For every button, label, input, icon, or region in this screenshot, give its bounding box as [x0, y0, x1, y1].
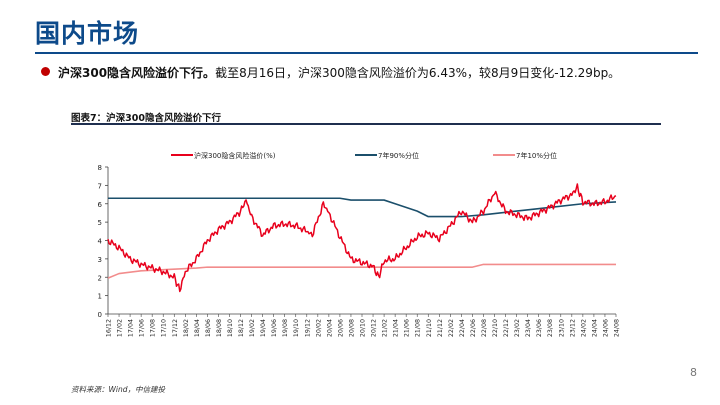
y-tick-label: 7	[98, 182, 102, 190]
summary-body-text: 截至8月16日，沪深300隐含风险溢价为6.43%，较8月9日变化-12.29b…	[215, 66, 621, 80]
series-line-10th-percentile	[107, 263, 616, 279]
x-tick-label: 22/12	[503, 319, 510, 337]
x-tick-label: 19/08	[282, 319, 289, 337]
x-tick-label: 17/12	[172, 319, 179, 337]
x-tick-label: 24/06	[602, 319, 609, 337]
y-tick-label: 3	[98, 256, 102, 264]
x-tick-label: 24/04	[591, 319, 598, 337]
legend-item-10th-percentile-label: 7年10%分位	[516, 151, 557, 160]
x-tick-label: 17/06	[139, 319, 146, 337]
x-tick-label: 17/10	[161, 319, 168, 337]
x-tick-label: 16/12	[106, 319, 113, 337]
x-tick-label: 22/08	[481, 319, 488, 337]
x-tick-label: 22/02	[448, 319, 455, 337]
page-number: 8	[690, 366, 697, 379]
x-tick-label: 18/08	[216, 319, 223, 337]
y-tick-label: 5	[98, 219, 102, 227]
x-tick-label: 21/02	[382, 319, 389, 337]
page-title: 国内市场	[35, 19, 140, 48]
source-note: 资料来源：Wind，中信建投	[71, 385, 166, 394]
x-tick-label: 21/08	[415, 319, 422, 337]
x-tick-label: 17/04	[128, 319, 135, 337]
figure-title-divider	[71, 123, 661, 125]
y-tick-label: 0	[98, 311, 102, 319]
x-tick-label: 19/04	[260, 319, 267, 337]
x-tick-label: 23/12	[569, 319, 576, 337]
y-tick-label: 6	[98, 201, 103, 209]
x-tick-label: 18/10	[227, 319, 234, 337]
x-tick-label: 21/10	[426, 319, 433, 337]
x-tick-label: 17/02	[117, 319, 124, 337]
x-tick-label: 19/12	[304, 319, 311, 337]
bullet-dot-icon	[41, 67, 50, 76]
x-tick-label: 24/02	[580, 319, 587, 337]
x-tick-label: 20/06	[337, 319, 344, 337]
x-tick-label: 23/08	[547, 319, 554, 337]
legend-item-risk-premium-label: 沪深300隐含风险溢价(%)	[194, 151, 276, 160]
x-tick-label: 20/04	[326, 319, 333, 337]
x-tick-label: 22/10	[492, 319, 499, 337]
x-tick-label: 21/12	[437, 319, 444, 337]
summary-bullet: 沪深300隐含风险溢价下行。截至8月16日，沪深300隐含风险溢价为6.43%，…	[41, 64, 704, 81]
y-tick-label: 8	[98, 164, 102, 172]
legend-item-90th-percentile-label: 7年90%分位	[378, 151, 419, 160]
x-tick-label: 23/06	[536, 319, 543, 337]
y-tick-label: 2	[98, 274, 102, 282]
x-tick-label: 20/08	[348, 319, 355, 337]
figure-title: 图表7：沪深300隐含风险溢价下行	[71, 113, 221, 124]
x-tick-label: 18/12	[238, 319, 245, 337]
series-line-risk-premium	[107, 183, 617, 293]
x-tick-label: 23/04	[525, 319, 532, 337]
x-tick-label: 21/06	[404, 319, 411, 337]
x-tick-label: 18/06	[205, 319, 212, 337]
x-tick-label: 23/10	[558, 319, 565, 337]
summary-bold-text: 沪深300隐含风险溢价下行。	[58, 66, 216, 80]
title-divider	[35, 52, 698, 54]
x-tick-label: 22/06	[470, 319, 477, 337]
x-tick-label: 22/04	[459, 319, 466, 337]
x-tick-label: 18/04	[194, 319, 201, 337]
x-tick-label: 19/06	[271, 319, 278, 337]
x-tick-label: 20/12	[371, 319, 378, 337]
x-tick-label: 19/02	[249, 319, 256, 337]
x-tick-label: 17/08	[150, 319, 157, 337]
y-tick-label: 1	[98, 293, 102, 301]
x-tick-label: 18/02	[183, 319, 190, 337]
x-tick-label: 24/08	[614, 319, 621, 337]
x-tick-label: 20/10	[360, 319, 367, 337]
x-tick-label: 20/02	[315, 319, 322, 337]
x-tick-label: 19/10	[293, 319, 300, 337]
y-tick-label: 4	[98, 238, 103, 246]
x-tick-label: 23/02	[514, 319, 521, 337]
x-tick-label: 21/04	[393, 319, 400, 337]
